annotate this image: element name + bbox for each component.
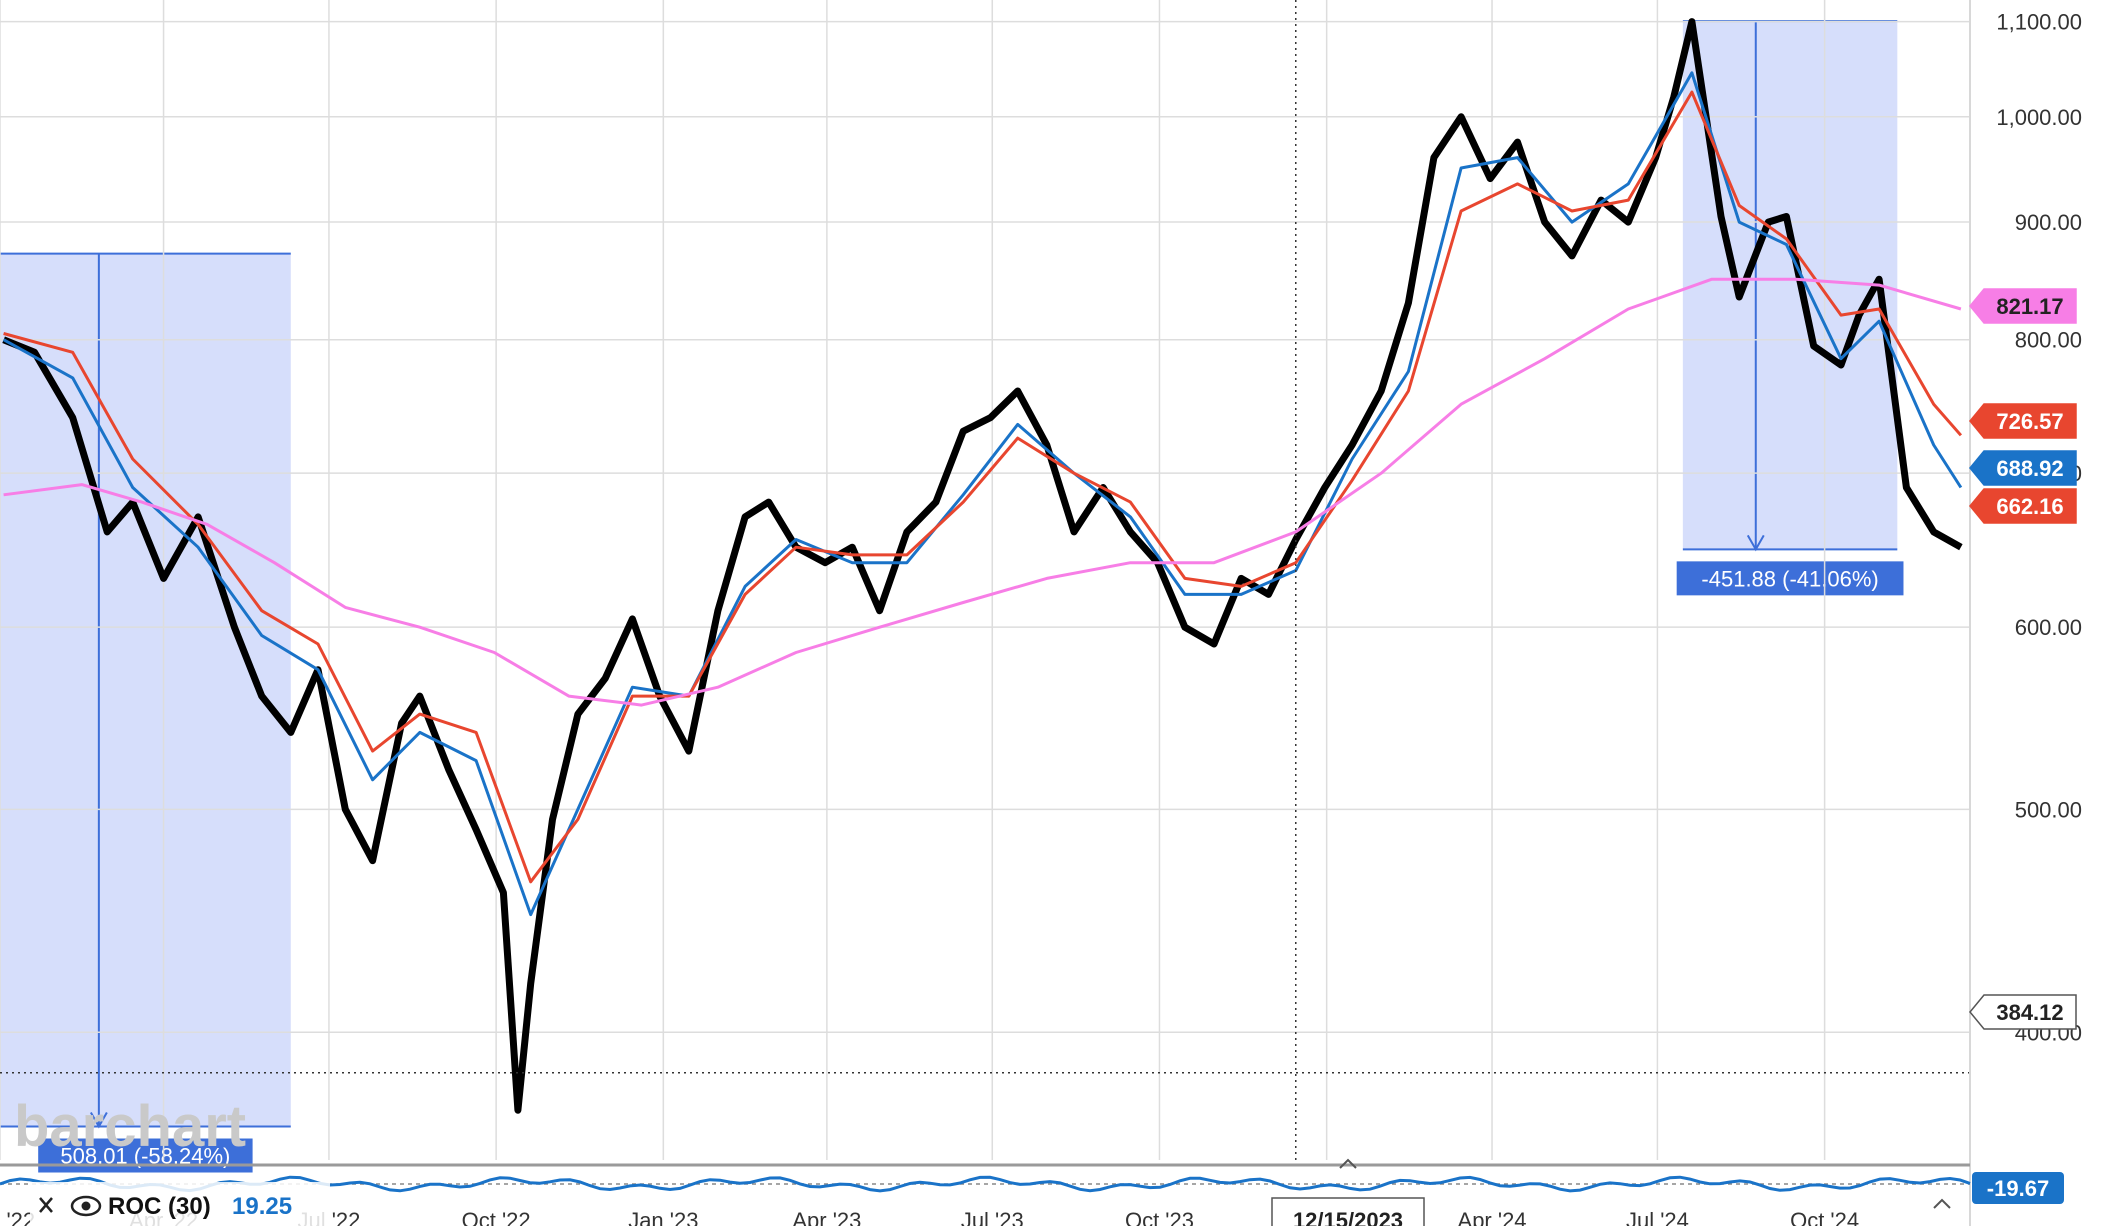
roc-value: 19.25: [232, 1193, 292, 1220]
price-tag-label: 662.16: [1996, 494, 2063, 519]
y-tick-label: 500.00: [2015, 797, 2082, 822]
x-tick-label: Oct '23: [1125, 1208, 1194, 1226]
series-line: [3, 90, 1963, 884]
x-tick-label: Jan '23: [628, 1208, 698, 1226]
x-tick-label: Apr '24: [1458, 1208, 1527, 1226]
crosshair-caret-icon: [1339, 1158, 1357, 1169]
eye-icon[interactable]: [70, 1195, 102, 1217]
eye-icon-outline: [70, 1195, 102, 1217]
range-label: -451.88 (-41.06%): [1701, 566, 1878, 591]
series-line: [2, 71, 1963, 917]
arrow-down-icon: [89, 1112, 108, 1129]
series-layer: [2, 18, 1963, 1114]
crosshair-date-box: [1271, 1197, 1425, 1226]
scroll-up-icon[interactable]: [1933, 1198, 1951, 1209]
close-icon[interactable]: [39, 1197, 53, 1213]
x-tick-label: Oct '22: [462, 1208, 531, 1226]
y-tick-label: 1,000.00: [1996, 105, 2082, 130]
x-tick-label: Apr '23: [792, 1208, 861, 1226]
roc-label[interactable]: ROC (30): [108, 1193, 211, 1220]
y-tick-label: 900.00: [2015, 210, 2082, 235]
grid: [0, 0, 1970, 1160]
range-measure-layer: 508.01 (-58.24%)-451.88 (-41.06%): [0, 20, 1904, 1173]
price-tag-label: 821.17: [1996, 294, 2063, 319]
price-tag-label: 384.12: [1996, 1000, 2063, 1025]
x-tick-label: Jul '24: [1626, 1208, 1689, 1226]
roc-axis-value: -19.67: [1987, 1176, 2049, 1201]
range-label-box: [1676, 561, 1904, 596]
roc-legend: ROC (30) 19.25: [30, 1182, 330, 1226]
y-tick-label: 600.00: [2015, 615, 2082, 640]
price-tag-box: [1969, 403, 2077, 439]
price-tag-label: 688.92: [1996, 456, 2063, 481]
series-line: [3, 277, 1962, 707]
roc-value-tag-box: [1972, 1172, 2064, 1204]
price-tag-box: [1969, 994, 2077, 1030]
price-tag-box: [1969, 288, 2077, 324]
x-tick-label: Jul '23: [961, 1208, 1024, 1226]
arrow-down-icon: [1746, 534, 1765, 552]
watermark-logo: barchart: [14, 1094, 246, 1159]
price-tag-label: 726.57: [1996, 409, 2063, 434]
range-label-box: [38, 1138, 253, 1173]
x-tick-label: Jan '22: [0, 1208, 35, 1226]
y-tick-label: 1,100.00: [1996, 10, 2082, 35]
crosshair-date-label: 12/15/2023: [1271, 1158, 1425, 1226]
price-tag-box: [1969, 450, 2077, 486]
price-tag-box: [1969, 488, 2077, 524]
crosshair-date-text: 12/15/2023: [1293, 1208, 1403, 1226]
y-tick-label: 800.00: [2015, 328, 2082, 353]
eye-icon-pupil: [81, 1201, 91, 1211]
crosshair: [0, 0, 1970, 1165]
price-tags: 821.17 726.57 688.92 662.16 384.12: [1969, 288, 2077, 1030]
x-tick-label: Oct '24: [1790, 1208, 1859, 1226]
roc-value-tag: -19.67: [1972, 1172, 2064, 1204]
roc-legend-bg: [30, 1182, 330, 1226]
range-box: [0, 253, 291, 1127]
